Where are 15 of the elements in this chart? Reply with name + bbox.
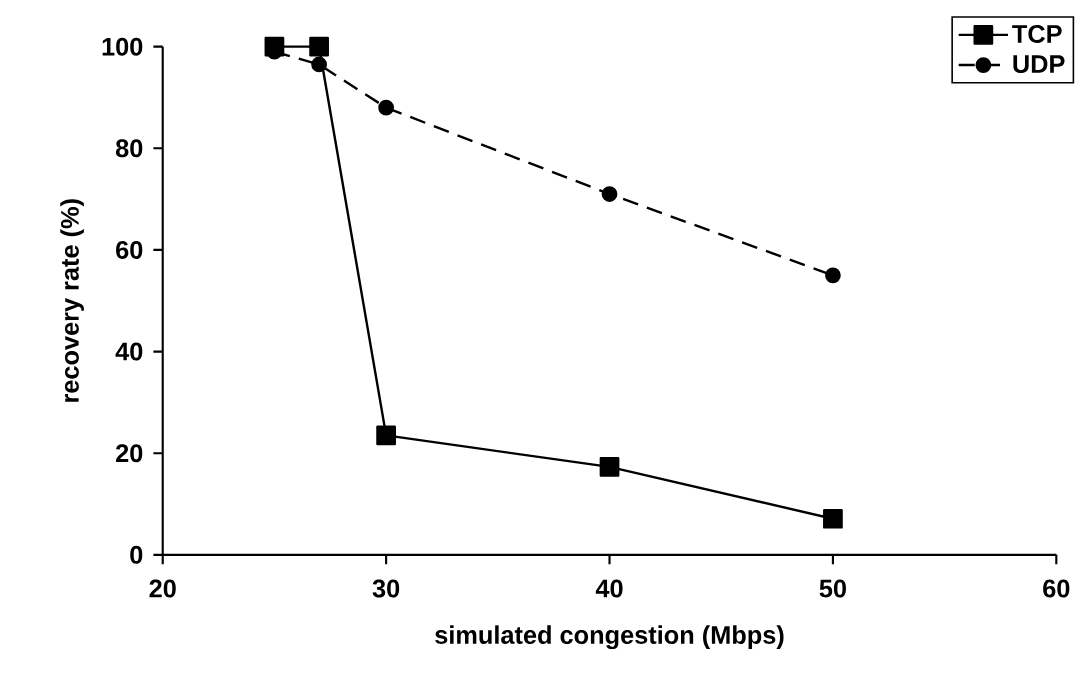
- y-tick-label: 100: [102, 37, 143, 56]
- y-tick-label: 0: [130, 545, 143, 564]
- x-tick-label: 30: [372, 579, 400, 598]
- y-tick-label: 80: [115, 139, 143, 158]
- x-tick-label: 60: [1043, 579, 1070, 598]
- legend-label: TCP: [1012, 24, 1062, 43]
- y-tick-label: 40: [115, 342, 143, 361]
- legend-label: UDP: [1013, 55, 1065, 73]
- x-tick-label: 50: [819, 579, 846, 598]
- y-axis-title: recovery rate (%): [60, 199, 84, 402]
- y-tick-label: 60: [116, 240, 143, 259]
- x-tick-label: 20: [149, 579, 176, 598]
- x-tick-label: 40: [595, 579, 623, 598]
- y-tick-label: 20: [116, 444, 143, 463]
- x-axis-title: simulated congestion (Mbps): [435, 625, 784, 649]
